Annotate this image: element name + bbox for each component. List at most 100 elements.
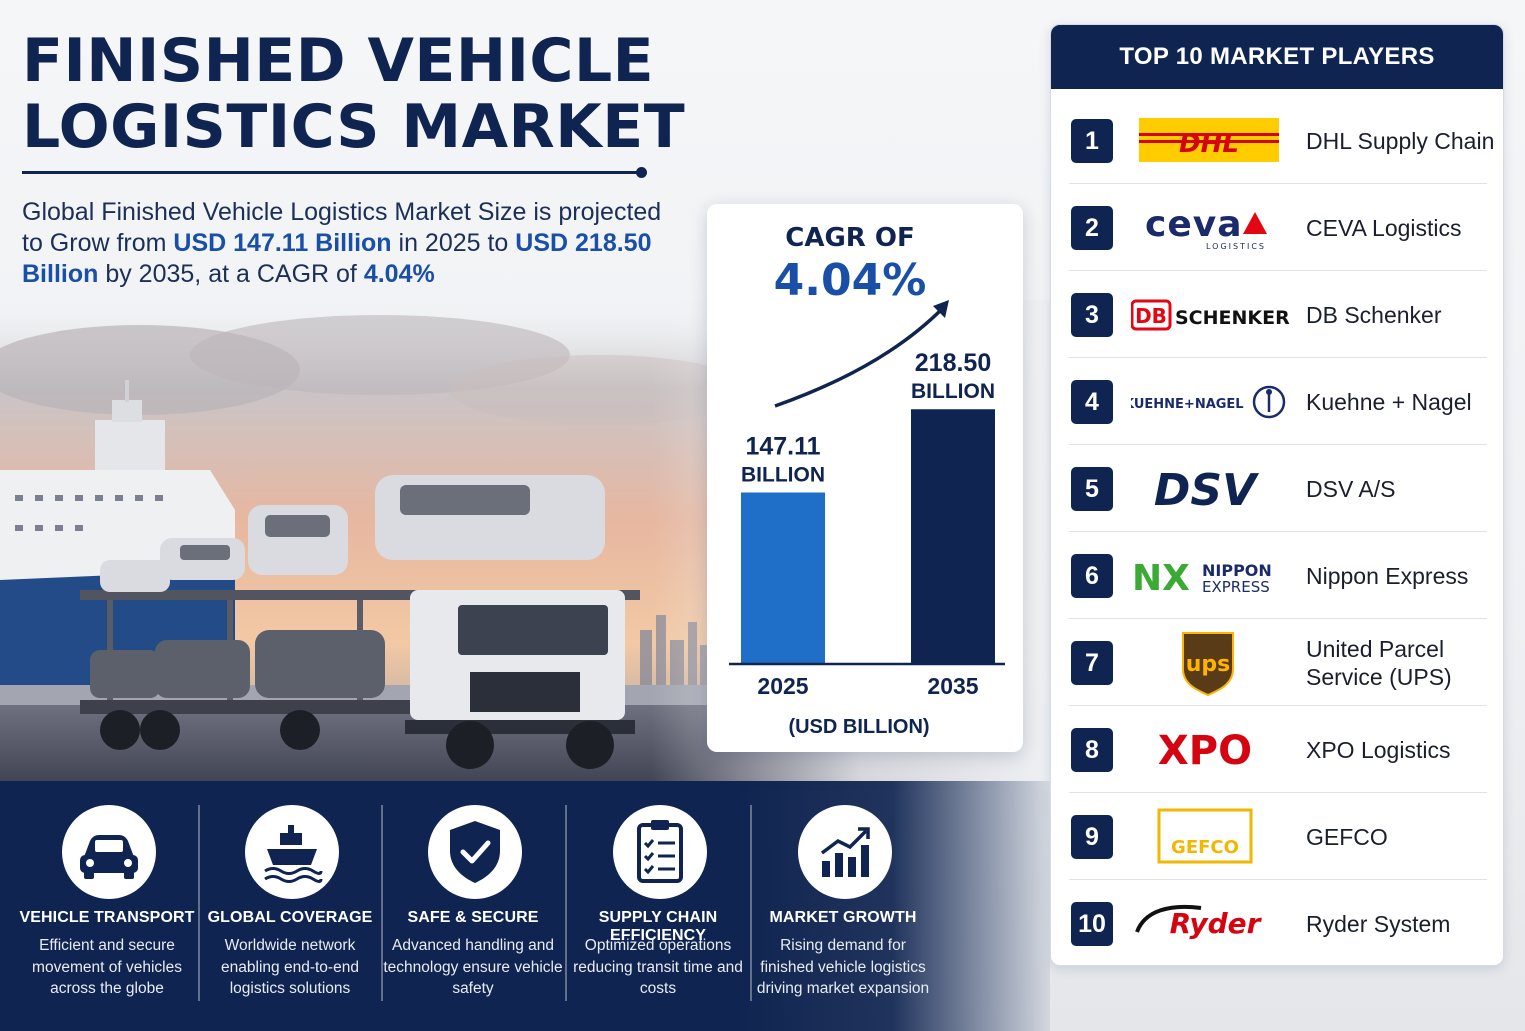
ryder-logo: Ryder: [1131, 890, 1285, 957]
nippon-logo-text: NIPPON: [1202, 561, 1272, 580]
ceva-logo: ceva LOGISTICS: [1131, 194, 1285, 261]
player-rank: 8: [1071, 728, 1113, 772]
player-row-dsv: 5 DSV DSV A/S: [1069, 445, 1487, 532]
feature-divider: [381, 805, 383, 1001]
feature-title: MARKET GROWTH: [769, 909, 917, 926]
top-players-panel: TOP 10 MARKET PLAYERS 1 DHL DHL Supply C…: [1050, 24, 1504, 966]
player-row-xpo: 8 XPO XPO Logistics: [1069, 706, 1487, 793]
feature-supply-chain-efficiency: SUPPLY CHAIN EFFICIENCY Optimized operat…: [566, 781, 750, 1031]
feature-divider: [750, 805, 752, 1001]
ups-logo-text: ups: [1186, 652, 1231, 677]
gefco-logo: GEFCO: [1131, 803, 1285, 870]
growth-arrow-icon: [774, 306, 945, 408]
summary-start-value: USD 147.11 Billion: [173, 229, 392, 257]
growth-chart-icon: [798, 805, 892, 899]
ryder-logo-text: Ryder: [1170, 907, 1263, 940]
player-rank: 3: [1071, 293, 1113, 337]
player-row-ceva: 2 ceva LOGISTICS CEVA Logistics: [1069, 184, 1487, 271]
player-name: DB Schenker: [1306, 301, 1442, 328]
bar-value-label: 147.11: [745, 432, 820, 460]
bars-layer: 147.11 BILLION 2025 218.50 BILLION 2035: [741, 349, 995, 699]
player-rank: 6: [1071, 554, 1113, 598]
dhl-logo-text: DHL: [1179, 129, 1239, 159]
bar-value-label: 218.50: [915, 349, 991, 377]
player-name: GEFCO: [1306, 823, 1388, 850]
feature-title: SUPPLY CHAIN EFFICIENCY: [598, 909, 718, 944]
feature-title: VEHICLE TRANSPORT: [19, 909, 195, 926]
player-rank: 9: [1071, 815, 1113, 859]
market-summary: Global Finished Vehicle Logistics Market…: [22, 197, 682, 290]
player-rank: 1: [1071, 119, 1113, 163]
express-logo-text: EXPRESS: [1202, 578, 1270, 596]
top-players-heading: TOP 10 MARKET PLAYERS: [1051, 25, 1503, 89]
feature-title: GLOBAL COVERAGE: [207, 909, 373, 926]
page-title: FINISHED VEHICLE LOGISTICS MARKET: [22, 28, 685, 160]
ceva-logo-text: ceva: [1145, 204, 1243, 245]
dhl-logo: DHL: [1131, 107, 1285, 174]
feature-divider: [565, 805, 567, 1001]
dsv-logo: DSV: [1131, 455, 1285, 522]
player-rank: 5: [1071, 467, 1113, 511]
page-title-line-1: FINISHED VEHICLE: [22, 26, 655, 96]
player-name: DSV A/S: [1306, 475, 1396, 502]
cagr-label: CAGR OF: [785, 223, 914, 253]
player-rank: 2: [1071, 206, 1113, 250]
player-rank: 10: [1071, 902, 1113, 946]
player-row-ups: 7 ups United Parcel Service (UPS): [1069, 619, 1487, 706]
db-schenker-logo: DB SCHENKER: [1130, 281, 1290, 348]
kuehne-nagel-logo-text: KUEHNE+NAGEL: [1131, 397, 1244, 412]
player-row-ryder: 10 Ryder Ryder System: [1069, 880, 1487, 965]
cagr-card: CAGR OF 4.04% 147.11 BILLION 2025 218.50 BIL…: [707, 204, 1023, 752]
market-size-bar-chart: CAGR OF 4.04% 147.11 BILLION 2025 218.50 BIL…: [729, 223, 1005, 738]
dsv-logo-text: DSV: [1154, 465, 1259, 516]
db-schenker-logo-text: SCHENKER: [1175, 307, 1290, 329]
ceva-logo-subtext: LOGISTICS: [1206, 242, 1266, 251]
page-title-line-2: LOGISTICS MARKET: [22, 92, 686, 162]
feature-description: Optimized operations reducing transit ti…: [573, 937, 743, 997]
bar-2035: [911, 409, 995, 664]
feature-description: Efficient and secure movement of vehicle…: [32, 937, 182, 997]
db-mark-text: DB: [1135, 304, 1167, 328]
gefco-logo-text: GEFCO: [1171, 837, 1239, 858]
player-row-dhl: 1 DHL DHL Supply Chain: [1069, 97, 1494, 184]
feature-vehicle-transport: VEHICLE TRANSPORT Efficient and secure m…: [15, 781, 199, 1031]
feature-safe-secure: SAFE & SECURE Advanced handling and tech…: [381, 781, 565, 1031]
feature-title: SAFE & SECURE: [407, 909, 539, 926]
feature-strip: VEHICLE TRANSPORT Efficient and secure m…: [0, 781, 1050, 1031]
summary-cagr-value: 4.04%: [363, 260, 435, 288]
title-underline: [22, 171, 642, 174]
feature-description: Advanced handling and technology ensure …: [383, 937, 563, 997]
xpo-logo-text: XPO: [1158, 728, 1252, 774]
kuehne-nagel-logo: KUEHNE+NAGEL: [1124, 368, 1286, 435]
player-row-gefco: 9 GEFCO GEFCO: [1069, 793, 1487, 880]
feature-description: Rising demand for finished vehicle logis…: [756, 937, 930, 997]
nippon-express-logo: NX NIPPON EXPRESS: [1131, 542, 1285, 609]
bar-unit-label: BILLION: [741, 463, 825, 486]
summary-text-1: Global Finished Vehicle Logistics Market…: [22, 198, 662, 257]
player-name: Nippon Express: [1306, 562, 1469, 589]
player-rank: 4: [1071, 380, 1113, 424]
player-name: DHL Supply Chain: [1306, 127, 1495, 154]
player-name: United Parcel Service (UPS): [1306, 635, 1452, 690]
shield-check-icon: [428, 805, 522, 899]
xpo-logo: XPO: [1131, 716, 1285, 783]
bar-2025: [741, 492, 825, 664]
player-row-db-schenker: 3 DB SCHENKER DB Schenker: [1069, 271, 1487, 358]
clipboard-checklist-icon: [613, 805, 707, 899]
player-name: CEVA Logistics: [1306, 214, 1462, 241]
feature-description: Worldwide network enabling end-to-end lo…: [221, 937, 359, 997]
player-name: Kuehne + Nagel: [1306, 388, 1472, 415]
summary-text-2: in 2025 to: [391, 229, 516, 257]
x-tick-label: 2035: [927, 673, 978, 699]
player-name: Ryder System: [1306, 910, 1451, 937]
feature-global-coverage: GLOBAL COVERAGE Worldwide network enabli…: [198, 781, 382, 1031]
bar-unit-label: BILLION: [911, 380, 995, 403]
ups-logo: ups: [1131, 629, 1285, 697]
player-row-kuehne-nagel: 4 KUEHNE+NAGEL Kuehne + Nagel: [1069, 358, 1487, 445]
title-underline-dot: [636, 167, 647, 178]
x-tick-label: 2025: [757, 673, 808, 699]
chart-unit-label: (USD BILLION): [788, 716, 929, 738]
summary-text-3: by 2035, at a CAGR of: [98, 260, 364, 288]
nx-logo-mark: NX: [1132, 558, 1190, 599]
car-icon: [62, 805, 156, 899]
